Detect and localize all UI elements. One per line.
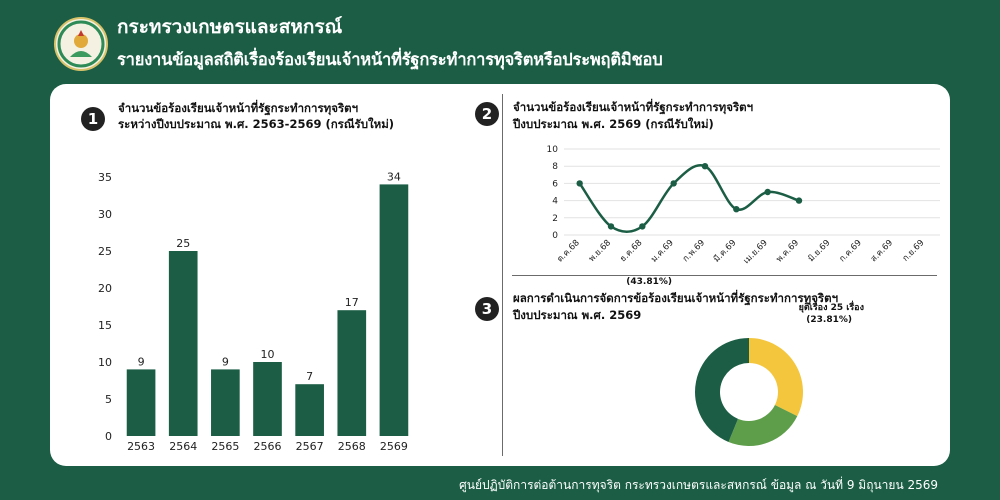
series-line xyxy=(578,164,800,234)
slice-percent-label: (43.81%) xyxy=(626,277,672,287)
slice-label: ยุติเรื่อง 25 เรื่อง xyxy=(799,300,864,313)
donut-slice xyxy=(749,338,803,417)
bar-value-label: 17 xyxy=(345,296,359,309)
horizontal-divider xyxy=(512,275,937,276)
x-tick-label: ก.ค.69 xyxy=(838,238,864,264)
panel-3-number-badge: 3 xyxy=(475,297,499,321)
bar xyxy=(168,251,198,436)
y-tick-label: 0 xyxy=(105,430,112,443)
data-point xyxy=(639,223,646,230)
data-point xyxy=(795,197,803,204)
y-tick-label: 35 xyxy=(98,171,112,184)
x-tick-label: ส.ค.69 xyxy=(869,238,895,264)
y-tick-label: 5 xyxy=(105,393,112,406)
x-tick-label: ก.พ.69 xyxy=(681,238,707,264)
bar xyxy=(211,369,240,436)
x-tick-label: มิ.ย.69 xyxy=(806,238,832,264)
x-tick-label: ก.ย.69 xyxy=(901,238,927,264)
panel-3-title-line1: ผลการดำเนินการจัดการข้อร้องเรียนเจ้าหน้า… xyxy=(513,291,839,305)
content-card: 1 จำนวนข้อร้องเรียนเจ้าหน้าที่รัฐกระทำกา… xyxy=(50,84,950,466)
x-tick-label: ธ.ค.68 xyxy=(618,238,644,264)
panel-2-title-line2: ปีงบประมาณ พ.ศ. 2569 (กรณีรับใหม่) xyxy=(513,117,714,131)
panel-1-title-line2: ระหว่างปีงบประมาณ พ.ศ. 2563-2569 (กรณีรั… xyxy=(118,117,395,131)
data-point xyxy=(576,180,583,187)
data-point xyxy=(670,180,677,187)
x-tick-label: 2563 xyxy=(127,440,155,453)
y-tick-label: 30 xyxy=(98,208,112,221)
slice-percent-label: (23.81%) xyxy=(806,315,852,325)
bar-value-label: 25 xyxy=(176,237,190,250)
x-tick-label: ต.ค.68 xyxy=(555,238,581,264)
x-tick-label: พ.ย.68 xyxy=(587,238,613,264)
y-tick-label: 20 xyxy=(98,282,112,295)
y-tick-label: 8 xyxy=(552,162,558,172)
x-tick-label: 2566 xyxy=(254,440,282,453)
ministry-logo xyxy=(54,17,108,71)
y-tick-label: 10 xyxy=(98,356,112,369)
donut-chart: เรื่องรับใหม่ 34 เรื่อง(32.38%)ยุติเรื่อ… xyxy=(626,277,864,446)
bar xyxy=(295,384,324,436)
bar-value-label: 10 xyxy=(261,348,275,361)
y-tick-label: 0 xyxy=(552,231,558,241)
footer-source: ศูนย์ปฏิบัติการต่อต้านการทุจริต กระทรวงเ… xyxy=(459,478,938,492)
x-tick-label: 2564 xyxy=(169,440,197,453)
y-tick-label: 15 xyxy=(98,319,112,332)
data-point xyxy=(733,206,740,213)
y-tick-label: 10 xyxy=(547,145,559,155)
data-point xyxy=(607,223,615,230)
header: กระทรวงเกษตรและสหกรณ์ รายงานข้อมูลสถิติเ… xyxy=(0,0,1000,84)
panel-2-title-line1: จำนวนข้อร้องเรียนเจ้าหน้าที่รัฐกระทำการท… xyxy=(513,100,754,114)
ministry-seal-icon xyxy=(57,20,105,68)
bar-value-label: 7 xyxy=(306,370,313,383)
x-tick-label: 2568 xyxy=(338,440,366,453)
data-point xyxy=(701,163,709,170)
vertical-divider xyxy=(502,94,503,456)
bar xyxy=(337,310,367,436)
y-tick-label: 6 xyxy=(552,179,558,189)
x-tick-label: มี.ค.69 xyxy=(711,237,738,264)
x-tick-label: พ.ค.69 xyxy=(775,238,802,265)
y-tick-label: 25 xyxy=(98,245,112,258)
bar xyxy=(379,184,409,436)
bar-value-label: 9 xyxy=(138,355,145,368)
donut-slice xyxy=(728,404,798,446)
bar-chart: 0 5 10 15 20 25 30 35 9 2563 25 2564 9 2565 10 2566 7 256… xyxy=(98,170,409,453)
y-tick-label: 4 xyxy=(552,197,558,207)
panel-1-title-line1: จำนวนข้อร้องเรียนเจ้าหน้าที่รัฐกระทำการท… xyxy=(118,101,359,115)
page-title: กระทรวงเกษตรและสหกรณ์ xyxy=(117,16,343,38)
bar-value-label: 9 xyxy=(222,355,229,368)
x-tick-label: 2569 xyxy=(380,440,408,453)
page-subtitle: รายงานข้อมูลสถิติเรื่องร้องเรียนเจ้าหน้า… xyxy=(117,50,663,69)
panel-1-number-badge: 1 xyxy=(81,107,105,131)
bar xyxy=(253,362,282,436)
donut-slice xyxy=(695,338,749,442)
bar xyxy=(126,369,156,436)
panel-3-title-line2: ปีงบประมาณ พ.ศ. 2569 xyxy=(513,308,642,322)
panel-2-number-badge: 2 xyxy=(475,102,499,126)
x-tick-label: เม.ย.69 xyxy=(742,238,770,266)
data-point xyxy=(764,188,771,196)
x-tick-label: ม.ค.69 xyxy=(649,238,676,265)
x-tick-label: 2567 xyxy=(296,440,324,453)
y-tick-label: 2 xyxy=(552,214,558,224)
x-tick-label: 2565 xyxy=(211,440,239,453)
line-chart: 0 2 4 6 8 10 ต.ค.68 พ.ย.68 ธ.ค.68 ม.ค.69 ก.พ.69 มี.… xyxy=(547,145,940,266)
bar-value-label: 34 xyxy=(387,170,401,183)
